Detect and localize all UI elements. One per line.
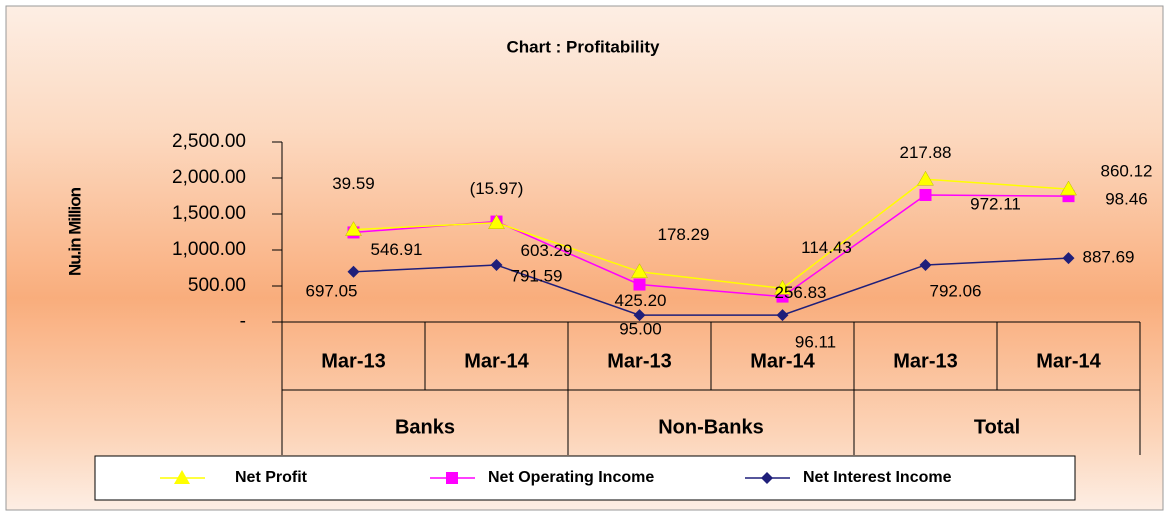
marker — [345, 221, 362, 236]
marker — [774, 279, 791, 295]
marker — [347, 265, 360, 278]
legend-marker — [446, 472, 458, 484]
data-label: (15.97) — [470, 179, 524, 198]
marker — [917, 170, 934, 186]
x-tick-label: Mar-13 — [321, 350, 385, 372]
data-label: 546.91 — [371, 240, 423, 259]
y-tick-label: 2,500.00 — [172, 131, 246, 152]
x-tick-label: Mar-14 — [750, 350, 815, 372]
y-axis-label: Nu.in Million — [65, 187, 84, 276]
x-group-label: Banks — [395, 416, 455, 438]
marker — [1062, 252, 1075, 265]
data-label: 98.46 — [1105, 190, 1148, 209]
legend — [94, 455, 1076, 501]
marker — [490, 259, 503, 272]
y-tick-label: 2,000.00 — [172, 167, 246, 188]
y-tick-label: - — [240, 311, 246, 332]
data-label: 697.05 — [306, 281, 358, 300]
marker — [631, 263, 648, 278]
x-group-label: Total — [974, 416, 1020, 438]
data-label: 791.59 — [511, 266, 563, 285]
data-label: 39.59 — [332, 174, 375, 193]
marker — [633, 278, 646, 291]
x-tick-label: Mar-13 — [607, 350, 671, 372]
data-label: 178.29 — [658, 225, 710, 244]
data-label: 114.43 — [801, 238, 852, 257]
data-label: 96.11 — [795, 333, 836, 352]
data-label: 972.11 — [970, 194, 1021, 213]
y-tick-label: 1,000.00 — [172, 239, 246, 260]
series-line — [353, 178, 1069, 290]
data-label: 217.88 — [900, 143, 952, 162]
marker — [1060, 180, 1077, 196]
legend-marker — [761, 472, 773, 484]
marker — [633, 309, 646, 322]
legend-label: Net Profit — [235, 469, 308, 486]
series-line — [353, 257, 1069, 316]
marker — [488, 214, 505, 229]
x-tick-label: Mar-13 — [893, 350, 957, 372]
data-label: 95.00 — [619, 320, 662, 339]
data-label: 887.69 — [1083, 248, 1135, 267]
data-label: 256.83 — [775, 283, 827, 302]
legend-label: Net Operating Income — [488, 469, 654, 486]
chart-title: Chart : Profitability — [506, 37, 660, 56]
x-group-label: Non-Banks — [658, 416, 764, 438]
data-label: 425.20 — [615, 291, 667, 310]
data-label: 860.12 — [1101, 162, 1153, 181]
x-tick-label: Mar-14 — [464, 350, 529, 372]
chart-background — [5, 5, 1164, 511]
legend-label: Net Interest Income — [803, 469, 952, 486]
data-label: 603.29 — [521, 241, 573, 260]
y-tick-label: 500.00 — [188, 275, 246, 296]
marker — [776, 309, 789, 322]
x-tick-label: Mar-14 — [1036, 350, 1101, 372]
data-label: 792.06 — [930, 281, 982, 300]
marker — [919, 188, 932, 201]
marker — [919, 258, 932, 271]
y-tick-label: 1,500.00 — [172, 203, 246, 224]
legend-marker — [174, 470, 190, 484]
